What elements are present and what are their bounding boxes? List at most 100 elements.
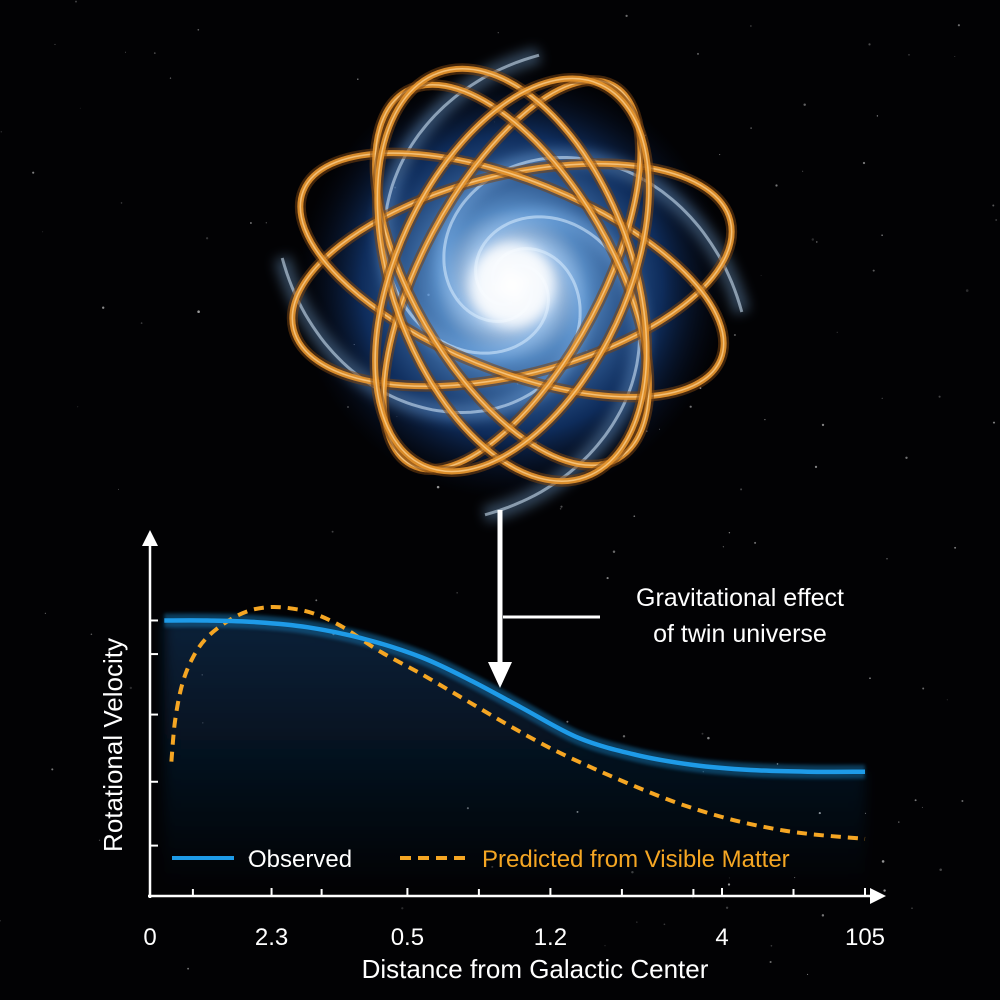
star [566, 720, 569, 723]
star [995, 219, 998, 221]
y-axis-label: Rotational Velocity [98, 638, 128, 852]
star [769, 960, 772, 964]
observed-glow-band [164, 620, 866, 888]
star [807, 973, 809, 975]
star [965, 289, 969, 292]
star [689, 405, 692, 408]
star [760, 274, 762, 276]
star [836, 331, 838, 333]
star [770, 944, 773, 947]
x-axis-ticks: 0 2.3 0.5 1.2 4 105 [143, 888, 885, 951]
orbit-ring-highlight [376, 68, 648, 482]
star [898, 821, 900, 823]
orbit-ring-highlight [299, 152, 725, 398]
star [315, 599, 318, 602]
star [992, 421, 996, 424]
star [54, 43, 56, 45]
star [992, 204, 995, 207]
rotation-curve-chart: 0 2.3 0.5 1.2 4 105 Rotational Velocity Dista… [98, 530, 886, 984]
star [876, 115, 879, 117]
star [696, 52, 700, 55]
star [187, 967, 190, 970]
star [604, 945, 606, 947]
star [77, 406, 79, 408]
star [663, 923, 666, 926]
star [881, 397, 883, 399]
x-tick-label: 4 [715, 924, 728, 951]
star [872, 269, 875, 272]
star [961, 800, 964, 802]
star [811, 238, 815, 241]
star [946, 699, 948, 701]
series-layer [164, 604, 866, 841]
star [725, 906, 729, 909]
star [881, 860, 885, 863]
star [357, 78, 359, 80]
star [612, 550, 616, 553]
annotation: Gravitational effect of twin universe [488, 510, 844, 688]
star [954, 56, 956, 57]
star [560, 505, 563, 508]
star [98, 839, 101, 841]
star [905, 456, 908, 459]
star [633, 515, 636, 518]
orbit-ring-highlight [382, 79, 642, 471]
legend: Observed Predicted from Visible Matter [172, 846, 790, 873]
star [692, 897, 694, 899]
star [728, 532, 731, 534]
x-axis-arrowhead [870, 888, 886, 904]
star [606, 577, 609, 580]
star [938, 395, 941, 398]
star [814, 465, 818, 469]
star [42, 231, 44, 233]
legend-predicted-label: Predicted from Visible Matter [482, 846, 790, 873]
star [750, 25, 752, 27]
orbit-rings [286, 63, 738, 487]
star [129, 686, 132, 690]
star [197, 28, 200, 31]
star [908, 54, 910, 56]
star [0, 920, 1, 922]
star [864, 812, 867, 814]
star [821, 914, 825, 917]
star [821, 423, 825, 427]
star [707, 736, 710, 740]
star [140, 322, 143, 324]
orbit-ring-highlight [374, 77, 650, 473]
star [886, 558, 888, 560]
star [883, 889, 886, 892]
star [802, 170, 804, 172]
star [456, 592, 458, 594]
star [90, 633, 93, 635]
star [775, 184, 778, 187]
star [733, 333, 736, 337]
star [636, 921, 638, 923]
annotation-arrowhead [488, 662, 512, 688]
star [922, 687, 925, 690]
star [625, 14, 628, 18]
star [957, 24, 960, 27]
star [868, 43, 871, 46]
star [622, 735, 626, 738]
star [79, 107, 81, 109]
star [153, 52, 156, 54]
star [754, 541, 757, 544]
orbit-ring-highlight [291, 162, 733, 388]
galaxy-illustration [274, 47, 750, 523]
star [205, 237, 209, 240]
star [559, 508, 562, 510]
star [869, 677, 871, 680]
star [249, 222, 252, 224]
star [169, 77, 172, 79]
star [921, 806, 923, 808]
x-tick-label: 0.5 [391, 924, 424, 951]
star [701, 732, 704, 735]
star [51, 768, 54, 771]
y-axis-arrowhead [142, 530, 158, 546]
y-axis-ticks [150, 619, 158, 847]
annotation-line-1: Gravitational effect [636, 584, 844, 612]
star [331, 530, 334, 533]
series-predicted-line [169, 604, 866, 841]
star [118, 488, 119, 490]
